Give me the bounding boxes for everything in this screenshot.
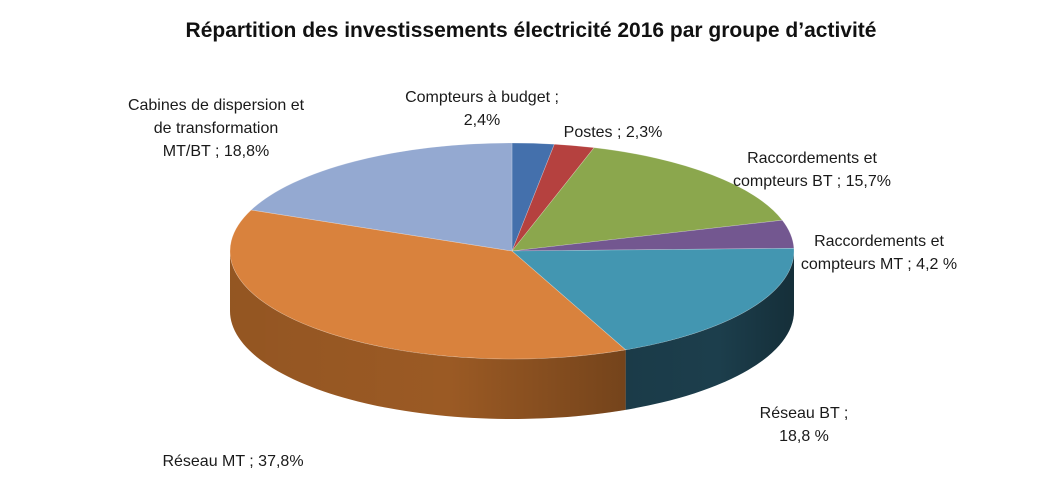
data-label-line: 2,4% xyxy=(464,112,500,129)
data-label-raccordements-et-compteurs-bt: Raccordements et compteurs BT ; 15,7% xyxy=(733,150,891,190)
data-label-line: compteurs MT ; 4,2 % xyxy=(801,256,957,273)
pie-data-labels: Compteurs à budget ; 2,4% Postes ; 2,3% Rac… xyxy=(128,89,957,470)
slice-cabines-de-dispersion-et-de-transformation-mt-bt xyxy=(250,142,513,252)
data-label-postes: Postes ; 2,3% xyxy=(564,124,663,141)
slice-side-shade-reseau-bt xyxy=(625,251,794,410)
data-label-reseau-bt: Réseau BT ; 18,8 % xyxy=(760,405,849,445)
data-label-cabines-de-dispersion-et-de-transformation-mt-bt: Cabines de dispersion et de transformatio… xyxy=(128,97,305,160)
data-label-reseau-mt: Réseau MT ; 37,8% xyxy=(162,453,303,470)
slice-side-shade-reseau-mt xyxy=(230,251,626,419)
slice-reseau-mt xyxy=(229,209,627,360)
chart-title: Répartition des investissements électric… xyxy=(186,19,877,42)
data-label-line: Postes ; 2,3% xyxy=(564,124,663,141)
data-label-compteurs-a-budget: Compteurs à budget ; 2,4% xyxy=(405,89,559,129)
data-label-line: MT/BT ; 18,8% xyxy=(163,143,269,160)
pie-side-walls xyxy=(230,251,794,419)
data-label-line: Raccordements et xyxy=(814,233,944,250)
pie-slices xyxy=(229,142,795,360)
slice-reseau-bt xyxy=(511,247,795,351)
slice-raccordements-et-compteurs-mt xyxy=(511,219,795,252)
data-label-line: compteurs BT ; 15,7% xyxy=(733,173,891,190)
slice-postes xyxy=(511,143,595,252)
data-label-line: Raccordements et xyxy=(747,150,877,167)
data-label-line: de transformation xyxy=(154,120,279,137)
slice-compteurs-a-budget xyxy=(511,142,555,252)
data-label-line: Cabines de dispersion et xyxy=(128,97,305,114)
data-label-line: Compteurs à budget ; xyxy=(405,89,559,106)
data-label-line: Réseau BT ; xyxy=(760,405,849,422)
slice-raccordements-et-compteurs-bt xyxy=(511,147,783,252)
data-label-line: Réseau MT ; 37,8% xyxy=(162,453,303,470)
data-label-raccordements-et-compteurs-mt: Raccordements et compteurs MT ; 4,2 % xyxy=(801,233,957,273)
data-label-line: 18,8 % xyxy=(779,428,829,445)
